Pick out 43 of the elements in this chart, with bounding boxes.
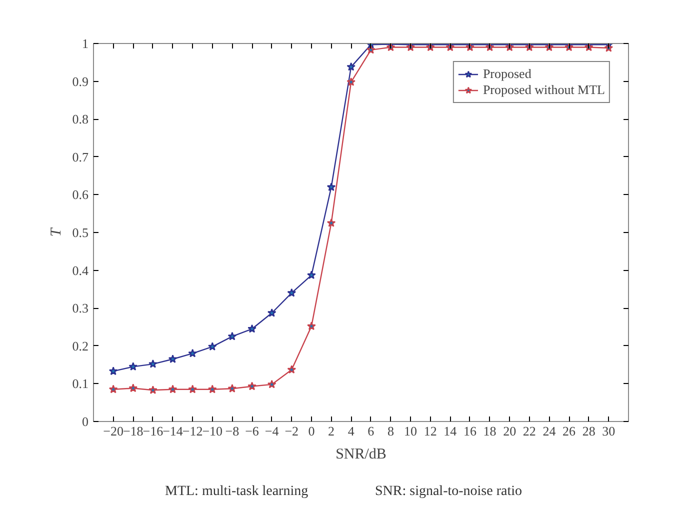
x-tick-label: −18 [122, 424, 144, 438]
x-tick-label: 8 [387, 424, 394, 438]
x-tick-label: 22 [522, 424, 536, 438]
x-tick-label: −16 [142, 424, 164, 438]
x-tick-label: 18 [483, 424, 496, 438]
x-tick-label: 16 [463, 424, 477, 438]
x-tick-label: 14 [444, 424, 458, 438]
x-tick-label: 20 [503, 424, 516, 438]
text: MTL: multi-task learning [165, 483, 308, 501]
x-tick-label: −14 [162, 424, 184, 438]
x-tick-label: 0 [308, 424, 315, 438]
y-tick-label: 1 [82, 36, 88, 51]
x-tick-label: −8 [225, 424, 240, 438]
x-tick-label: −12 [182, 424, 203, 438]
x-tick-label: 10 [404, 424, 418, 438]
y-tick-label: 0.8 [72, 112, 88, 127]
x-tick-label: −10 [202, 424, 223, 438]
x-tick-label: 6 [368, 424, 375, 438]
y-tick-label: 0.2 [72, 338, 88, 354]
y-tick-label: 0.3 [72, 300, 88, 316]
x-tick-label: 30 [602, 424, 616, 438]
legend-label: Proposed without MTL [482, 82, 605, 98]
x-tick-label: 4 [348, 424, 355, 438]
legend-label: Proposed [482, 66, 532, 82]
x-tick-label: −2 [284, 424, 299, 438]
x-tick-label: 2 [328, 424, 335, 438]
y-tick-label: 0.1 [72, 376, 88, 392]
y-axis-title: T [48, 226, 64, 237]
x-tick-label: −6 [245, 424, 260, 438]
x-tick-label: −4 [264, 424, 280, 438]
x-tick-label: 26 [562, 424, 576, 438]
text: SNR: signal-to-noise ratio [375, 483, 522, 501]
x-tick-label: 24 [542, 424, 556, 438]
y-tick-label: 0 [82, 414, 88, 429]
y-tick-label: 0.6 [72, 187, 89, 202]
y-tick-label: 0.5 [72, 225, 88, 240]
y-tick-label: 0.4 [72, 262, 89, 278]
x-axis-title: SNR/dB [336, 446, 386, 462]
x-tick-label: 12 [424, 424, 437, 438]
y-tick-label: 0.9 [72, 74, 88, 89]
y-tick-label: 0.7 [72, 149, 89, 164]
x-tick-label: 28 [582, 424, 596, 438]
x-tick-label: −20 [103, 424, 124, 438]
